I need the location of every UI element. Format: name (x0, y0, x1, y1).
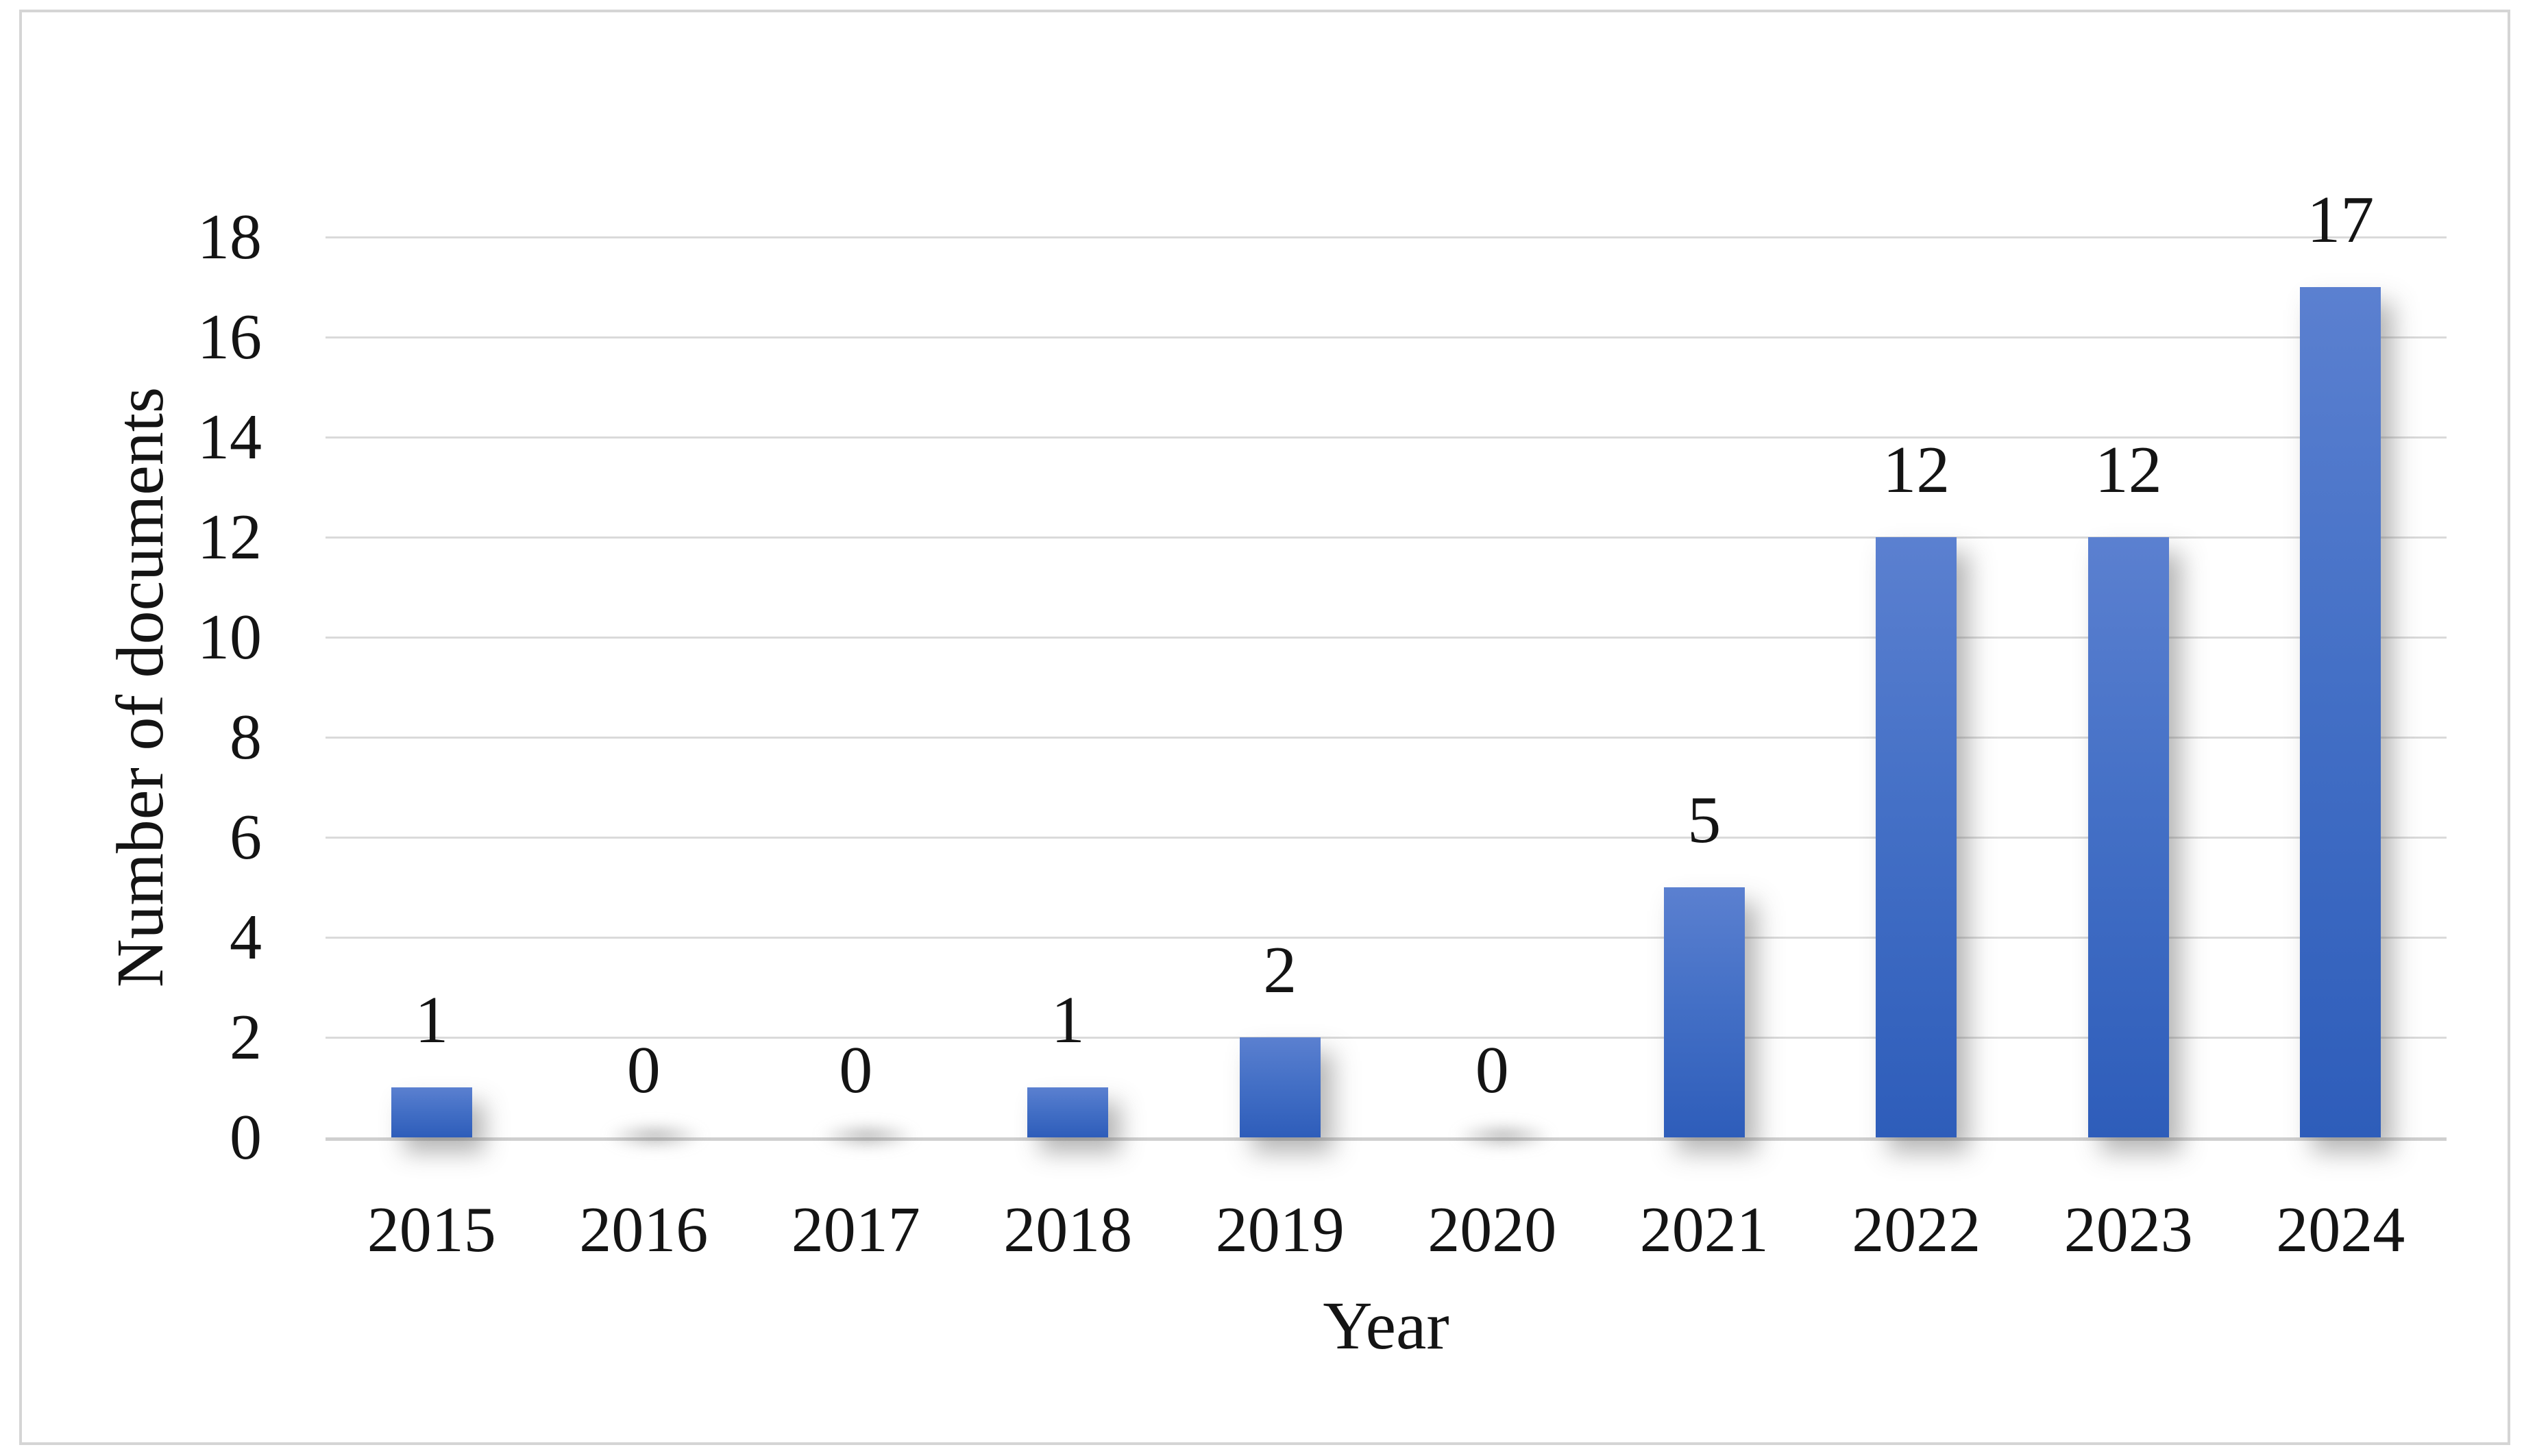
gridline-y2 (326, 1037, 2447, 1039)
x-tick-label-2022: 2022 (1852, 1194, 1981, 1266)
y-tick-label: 8 (230, 702, 262, 773)
x-tick-label-2017: 2017 (791, 1194, 920, 1266)
x-tick-label-2023: 2023 (2063, 1194, 2193, 1266)
y-tick-label: 14 (197, 402, 262, 473)
x-tick-label-2018: 2018 (1003, 1194, 1133, 1266)
bar-value-label-2015: 1 (415, 983, 449, 1057)
bar-2023 (2087, 537, 2169, 1137)
bar-2018 (1027, 1087, 1109, 1137)
y-tick-label: 0 (230, 1102, 262, 1173)
gridline-y10 (326, 637, 2447, 639)
y-tick-label: 12 (197, 502, 262, 573)
x-tick-label-2015: 2015 (367, 1194, 496, 1266)
bar-value-label-2021: 5 (1687, 783, 1722, 857)
x-tick-label-2016: 2016 (579, 1194, 709, 1266)
x-axis-line (326, 1137, 2447, 1141)
gridline-y16 (326, 336, 2447, 338)
bar-value-label-2016: 0 (626, 1033, 661, 1107)
bar-value-label-2024: 17 (2307, 183, 2375, 257)
gridline-y4 (326, 937, 2447, 939)
y-tick-label: 18 (197, 201, 262, 273)
bar-2022 (1876, 537, 1957, 1137)
x-tick-label-2021: 2021 (1639, 1194, 1769, 1266)
bar-shadow-2016 (604, 1122, 707, 1150)
y-tick-label: 2 (230, 1002, 262, 1073)
bar-2019 (1239, 1037, 1321, 1137)
x-axis-title: Year (1323, 1287, 1449, 1364)
bar-shadow-2020 (1452, 1122, 1556, 1150)
bar-shadow-2017 (816, 1122, 919, 1150)
bar-value-label-2020: 0 (1475, 1033, 1509, 1107)
gridline-y18 (326, 236, 2447, 238)
y-tick-label: 10 (197, 602, 262, 673)
x-tick-label-2024: 2024 (2276, 1194, 2405, 1266)
bar-2024 (2300, 287, 2381, 1137)
bar-value-label-2022: 12 (1883, 433, 1950, 507)
bar-2015 (391, 1087, 472, 1137)
gridline-y8 (326, 737, 2447, 739)
bar-value-label-2019: 2 (1263, 933, 1297, 1007)
bar-value-label-2023: 12 (2094, 433, 2162, 507)
gridline-y12 (326, 536, 2447, 539)
y-tick-label: 4 (230, 902, 262, 973)
bar-value-label-2017: 0 (839, 1033, 873, 1107)
bar-value-label-2018: 1 (1051, 983, 1085, 1057)
gridline-y6 (326, 837, 2447, 839)
y-tick-label: 16 (197, 301, 262, 373)
x-tick-label-2019: 2019 (1215, 1194, 1345, 1266)
y-tick-label: 6 (230, 802, 262, 873)
bar-2021 (1663, 887, 1745, 1137)
gridline-y14 (326, 436, 2447, 439)
x-tick-label-2020: 2020 (1428, 1194, 1557, 1266)
